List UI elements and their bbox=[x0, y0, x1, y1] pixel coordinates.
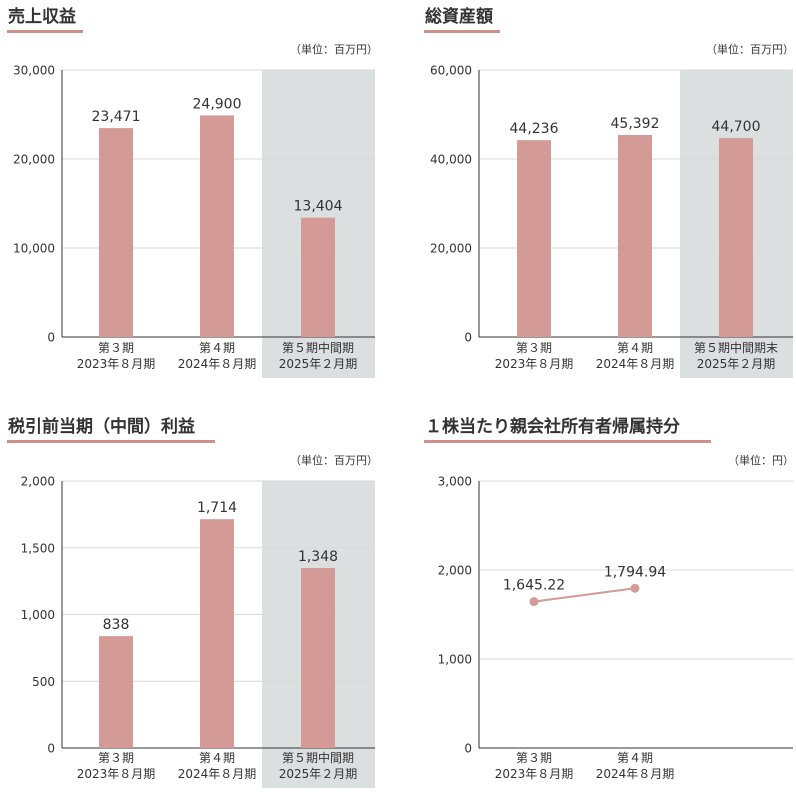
title-underline bbox=[424, 440, 711, 443]
y-tick-label: 0 bbox=[47, 331, 55, 345]
unit-label: （単位：百万円） bbox=[706, 42, 794, 56]
y-tick-label: 40,000 bbox=[430, 153, 472, 167]
x-category-label: 第５期中間期 bbox=[282, 340, 354, 355]
data-label: 23,471 bbox=[92, 109, 141, 125]
data-point bbox=[529, 597, 539, 607]
x-category-label: 第４期 bbox=[199, 341, 235, 355]
data-label: 1,714 bbox=[197, 500, 237, 516]
bar bbox=[200, 115, 234, 337]
x-category-label: 第５期中間期 bbox=[282, 750, 354, 765]
bar bbox=[301, 568, 335, 748]
data-label: 44,700 bbox=[712, 119, 761, 135]
x-category-label: 第３期 bbox=[516, 341, 552, 355]
unit-label: （単位：百万円） bbox=[290, 453, 378, 467]
data-label: 45,392 bbox=[611, 116, 660, 132]
x-category-sublabel: 2023年８月期 bbox=[77, 767, 156, 781]
data-label: 1,645.22 bbox=[503, 578, 565, 594]
y-tick-label: 1,000 bbox=[21, 608, 55, 622]
unit-label: （単位：円） bbox=[728, 453, 794, 467]
bar bbox=[99, 128, 133, 337]
x-category-label: 第３期 bbox=[98, 751, 134, 765]
chart-title: １株当たり親会社所有者帰属持分 bbox=[425, 416, 680, 437]
bar bbox=[200, 519, 234, 748]
y-tick-label: 20,000 bbox=[13, 153, 55, 167]
chart-revenue: 売上収益 （単位：百万円） 0 10,000 20,000 30,000 23,471 24,… bbox=[7, 6, 378, 378]
y-tick-label: 30,000 bbox=[13, 64, 55, 78]
y-tick-label: 2,000 bbox=[21, 475, 55, 489]
bar bbox=[99, 636, 133, 748]
x-category-label: 第４期 bbox=[617, 341, 653, 355]
x-category-sublabel: 2025年２月期 bbox=[279, 767, 358, 781]
y-tick-label: 0 bbox=[464, 331, 472, 345]
y-tick-label: 2,000 bbox=[438, 564, 472, 578]
x-category-label: 第３期 bbox=[98, 341, 134, 355]
title-underline bbox=[7, 30, 83, 33]
y-tick-label: 1,500 bbox=[21, 541, 55, 555]
x-category-sublabel: 2025年２月期 bbox=[697, 357, 776, 371]
y-tick-label: 500 bbox=[32, 675, 55, 689]
unit-label: （単位：百万円） bbox=[290, 42, 378, 56]
data-label: 13,404 bbox=[294, 199, 343, 215]
x-category-sublabel: 2023年８月期 bbox=[495, 357, 574, 371]
x-category-sublabel: 2023年８月期 bbox=[495, 767, 574, 781]
data-label: 24,900 bbox=[193, 96, 242, 112]
x-category-sublabel: 2024年８月期 bbox=[596, 357, 675, 371]
data-point bbox=[630, 583, 640, 593]
x-category-sublabel: 2023年８月期 bbox=[77, 357, 156, 371]
chart-total-assets: 総資産額 （単位：百万円） 0 20,000 40,000 60,000 44,236 45,… bbox=[424, 6, 794, 378]
y-tick-label: 0 bbox=[464, 742, 472, 756]
chart-pretax-profit: 税引前当期（中間）利益 （単位：百万円） 0 500 1,000 1,500 2,000 83… bbox=[7, 416, 378, 789]
title-underline bbox=[424, 30, 500, 33]
y-tick-label: 60,000 bbox=[430, 64, 472, 78]
x-category-label: 第５期中間期末 bbox=[694, 340, 778, 355]
x-category-sublabel: 2024年８月期 bbox=[178, 357, 257, 371]
chart-title: 売上収益 bbox=[8, 6, 76, 27]
x-category-sublabel: 2024年８月期 bbox=[178, 767, 257, 781]
bar bbox=[301, 217, 335, 337]
y-tick-label: 10,000 bbox=[13, 242, 55, 256]
x-category-label: 第４期 bbox=[617, 751, 653, 765]
data-label: 1,348 bbox=[298, 549, 338, 565]
chart-title: 総資産額 bbox=[425, 6, 493, 27]
bar bbox=[618, 135, 652, 337]
x-category-sublabel: 2025年２月期 bbox=[279, 357, 358, 371]
y-tick-label: 1,000 bbox=[438, 653, 472, 667]
x-category-label: 第３期 bbox=[516, 751, 552, 765]
y-tick-label: 0 bbox=[47, 742, 55, 756]
data-label: 838 bbox=[103, 617, 130, 633]
chart-title: 税引前当期（中間）利益 bbox=[8, 416, 195, 437]
chart-equity-per-share: １株当たり親会社所有者帰属持分 （単位：円） 0 1,000 2,000 3,000 1,6… bbox=[424, 416, 794, 781]
title-underline bbox=[7, 440, 215, 443]
x-category-sublabel: 2024年８月期 bbox=[596, 767, 675, 781]
y-tick-label: 3,000 bbox=[438, 475, 472, 489]
y-tick-label: 20,000 bbox=[430, 242, 472, 256]
data-label: 44,236 bbox=[510, 121, 559, 137]
data-label: 1,794.94 bbox=[604, 564, 666, 580]
bar bbox=[517, 140, 551, 337]
series-line bbox=[533, 587, 636, 603]
bar bbox=[719, 138, 753, 337]
x-category-label: 第４期 bbox=[199, 751, 235, 765]
